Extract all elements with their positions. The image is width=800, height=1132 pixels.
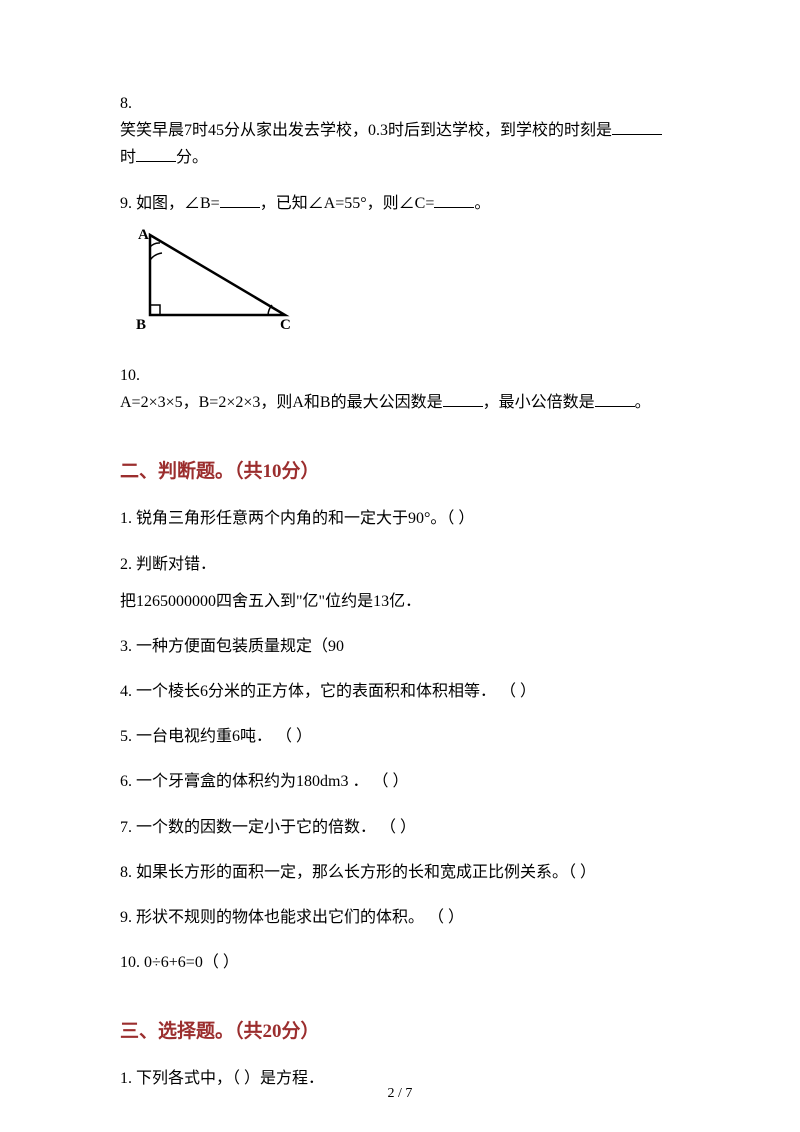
s2-q9: 9. 形状不规则的物体也能求出它们的体积。 （ ）: [120, 904, 680, 931]
blank: [220, 190, 260, 208]
s2-q5: 5. 一台电视约重6吨． （ ）: [120, 723, 680, 750]
question-8: 8. 笑笑早晨7时45分从家出发去学校，0.3时后到达学校，到学校的时刻是 时 分…: [120, 90, 680, 172]
q10-text2: ，最小公倍数是: [483, 394, 595, 411]
label-a: A: [138, 227, 149, 243]
q8-text3: 分。: [176, 149, 208, 166]
q8-num: 8.: [120, 90, 680, 117]
s2-q1: 1. 锐角三角形任意两个内角的和一定大于90°。（ ）: [120, 505, 680, 532]
s2-q7: 7. 一个数的因数一定小于它的倍数． （ ）: [120, 814, 680, 841]
page-footer: 2 / 7: [0, 1086, 800, 1102]
blank: [443, 389, 483, 407]
s2-q10: 10. 0÷6+6=0（ ）: [120, 949, 680, 976]
label-c: C: [280, 317, 291, 333]
q9-text3: 。: [474, 195, 490, 212]
q8-line2: 时 分。: [120, 144, 680, 171]
s2-q4: 4. 一个棱长6分米的正方体，它的表面积和体积相等． （ ）: [120, 678, 680, 705]
q9-text2: ，已知∠A=55°，则∠C=: [260, 195, 435, 212]
s2-q3: 3. 一种方便面包装质量规定（90: [120, 633, 680, 660]
q8-line: 笑笑早晨7时45分从家出发去学校，0.3时后到达学校，到学校的时刻是: [120, 117, 680, 144]
blank: [595, 389, 635, 407]
blank: [136, 144, 176, 162]
blank: [434, 190, 474, 208]
q10-num: 10.: [120, 362, 680, 389]
label-b: B: [136, 317, 146, 333]
s2-q2b: 把1265000000四舍五入到"亿"位约是13亿．: [120, 588, 680, 615]
blank: [612, 117, 662, 135]
s2-q8: 8. 如果长方形的面积一定，那么长方形的长和宽成正比例关系。（ ）: [120, 859, 680, 886]
triangle-svg: A B C: [120, 225, 300, 335]
triangle-figure: A B C: [120, 225, 680, 344]
section-3-title: 三、选择题。（共20分）: [120, 1016, 680, 1043]
question-9: 9. 如图，∠B= ，已知∠A=55°，则∠C= 。 A B C: [120, 190, 680, 344]
q8-text1: 笑笑早晨7时45分从家出发去学校，0.3时后到达学校，到学校的时刻是: [120, 122, 612, 139]
question-10: 10. A=2×3×5，B=2×2×3，则A和B的最大公因数是 ，最小公倍数是 。: [120, 362, 680, 416]
q8-text2: 时: [120, 149, 136, 166]
q9-text1: 9. 如图，∠B=: [120, 195, 220, 212]
s2-q6: 6. 一个牙膏盒的体积约为180dm3 ． （ ）: [120, 768, 680, 795]
q10-text3: 。: [635, 394, 651, 411]
q10-line: A=2×3×5，B=2×2×3，则A和B的最大公因数是 ，最小公倍数是 。: [120, 389, 680, 416]
q10-text1: A=2×3×5，B=2×2×3，则A和B的最大公因数是: [120, 394, 443, 411]
s2-q2a: 2. 判断对错．: [120, 551, 680, 578]
section-2-title: 二、判断题。（共10分）: [120, 456, 680, 483]
q9-line: 9. 如图，∠B= ，已知∠A=55°，则∠C= 。: [120, 190, 680, 217]
